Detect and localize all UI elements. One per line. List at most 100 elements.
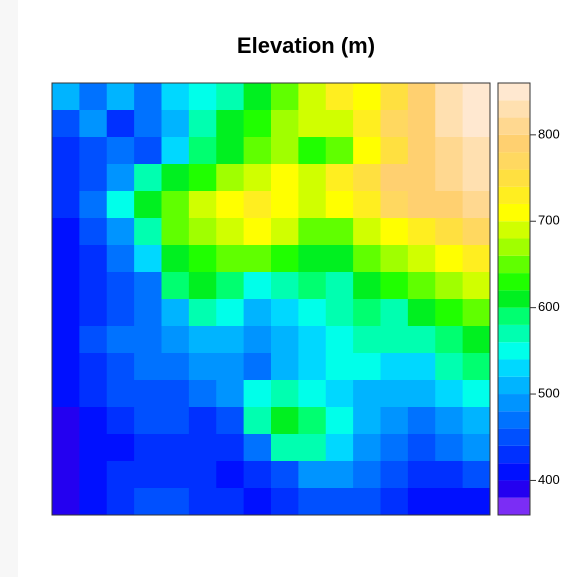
raster-cell [216, 488, 244, 516]
raster-cell [216, 83, 244, 111]
raster-cell [79, 461, 107, 489]
raster-cell [189, 110, 217, 138]
raster-cell [79, 407, 107, 435]
raster-cell [463, 164, 491, 192]
raster-cell [134, 191, 162, 219]
colorbar-segment [498, 446, 530, 463]
raster-cell [271, 245, 299, 273]
raster-cell [107, 380, 135, 408]
raster-cell [298, 218, 326, 246]
raster-cell [216, 299, 244, 327]
raster-cell [52, 164, 80, 192]
colorbar-segment [498, 169, 530, 186]
raster-cell [408, 164, 436, 192]
raster-cell [134, 164, 162, 192]
raster-cell [134, 461, 162, 489]
raster-cell [353, 164, 381, 192]
raster-cell [52, 488, 80, 516]
raster-cell [189, 218, 217, 246]
raster-cell [189, 83, 217, 111]
raster-cell [463, 353, 491, 381]
raster-cell [79, 191, 107, 219]
raster-cell [435, 380, 463, 408]
raster-cell [326, 164, 354, 192]
raster-cell [435, 191, 463, 219]
raster-cell [435, 272, 463, 300]
raster-cell [162, 380, 190, 408]
raster-cell [381, 218, 409, 246]
raster-cell [298, 488, 326, 516]
raster-cell [326, 137, 354, 165]
raster-cell [134, 380, 162, 408]
raster-cell [326, 83, 354, 111]
raster-cell [271, 380, 299, 408]
raster-cell [326, 110, 354, 138]
raster-cell [353, 191, 381, 219]
raster-cell [107, 218, 135, 246]
raster-cell [79, 488, 107, 516]
raster-cell [134, 83, 162, 111]
raster-cell [271, 488, 299, 516]
raster-cell [435, 83, 463, 111]
raster-cell [244, 434, 272, 462]
raster-cell [271, 299, 299, 327]
raster-cell [107, 488, 135, 516]
raster-cell [107, 110, 135, 138]
raster-cell [216, 164, 244, 192]
raster-cell [189, 380, 217, 408]
raster-cell [107, 326, 135, 354]
raster-cell [134, 137, 162, 165]
raster-cell [134, 245, 162, 273]
raster-cell [326, 218, 354, 246]
raster-cell [435, 218, 463, 246]
raster-cell [353, 218, 381, 246]
raster-cell [162, 353, 190, 381]
raster-cell [271, 83, 299, 111]
raster-cell [298, 83, 326, 111]
raster-cell [271, 353, 299, 381]
raster-cell [463, 461, 491, 489]
raster-cell [189, 326, 217, 354]
raster-cell [79, 434, 107, 462]
raster-cell [79, 164, 107, 192]
raster-cell [79, 137, 107, 165]
raster-cell [162, 434, 190, 462]
raster-cell [435, 326, 463, 354]
raster-cell [271, 137, 299, 165]
raster-cell [162, 110, 190, 138]
raster-cell [216, 326, 244, 354]
raster-cell [107, 83, 135, 111]
raster-cell [52, 299, 80, 327]
raster-cell [271, 164, 299, 192]
raster-cell [408, 218, 436, 246]
raster-cell [244, 245, 272, 273]
raster-cell [408, 83, 436, 111]
raster-cell [326, 488, 354, 516]
raster-cell [189, 299, 217, 327]
raster-cell [353, 407, 381, 435]
raster-cell [408, 191, 436, 219]
raster-cell [52, 245, 80, 273]
raster-cell [107, 434, 135, 462]
raster-cell [79, 83, 107, 111]
raster-cell [381, 434, 409, 462]
raster-cell [353, 83, 381, 111]
raster-cell [298, 461, 326, 489]
raster-cell [162, 164, 190, 192]
raster-cell [244, 137, 272, 165]
raster-cell [298, 245, 326, 273]
raster-cell [353, 326, 381, 354]
colorbar-segment [498, 135, 530, 152]
raster-cell [326, 326, 354, 354]
raster-cell [463, 137, 491, 165]
raster-cell [408, 272, 436, 300]
raster-cell [271, 326, 299, 354]
raster-cell [298, 353, 326, 381]
colorbar-tick-label: 700 [538, 213, 560, 228]
raster-cell [162, 407, 190, 435]
raster-cell [463, 191, 491, 219]
raster-cell [189, 245, 217, 273]
raster-cell [381, 299, 409, 327]
raster-cell [189, 272, 217, 300]
